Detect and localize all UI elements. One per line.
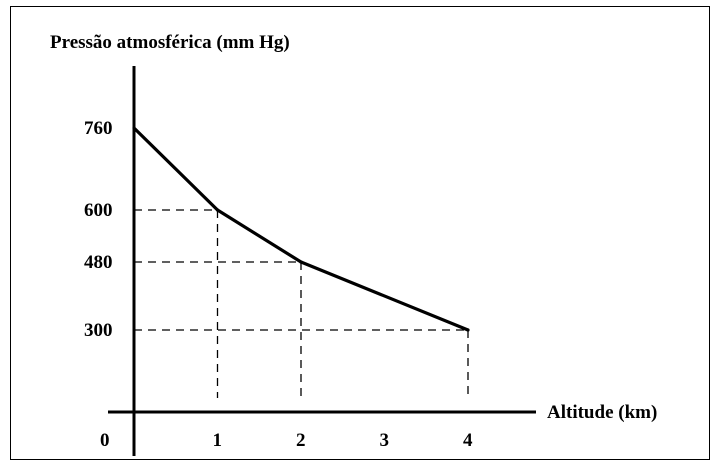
y-tick-labels: 760 600 480 300 [84, 118, 113, 341]
y-tick-label-600: 600 [84, 200, 113, 221]
y-axis-title: Pressão atmosférica (mm Hg) [50, 32, 290, 53]
x-tick-label-0: 0 [100, 430, 110, 451]
y-tick-label-760: 760 [84, 118, 113, 139]
x-tick-label-4: 4 [463, 430, 473, 451]
chart-frame [10, 6, 710, 460]
guide-lines [134, 209, 469, 398]
data-point-0 [132, 126, 136, 130]
x-axis-title: Altitude (km) [547, 402, 657, 423]
pressure-line [132, 126, 469, 332]
x-tick-label-1: 1 [213, 430, 223, 451]
data-point-3 [466, 328, 470, 332]
y-tick-label-480: 480 [84, 252, 113, 273]
data-point-2 [299, 260, 303, 264]
x-tick-labels: 0 1 2 3 4 [100, 430, 473, 451]
x-tick-label-2: 2 [296, 430, 306, 451]
y-tick-label-300: 300 [84, 320, 113, 341]
data-point-1 [215, 208, 220, 212]
x-tick-label-3: 3 [380, 430, 390, 451]
